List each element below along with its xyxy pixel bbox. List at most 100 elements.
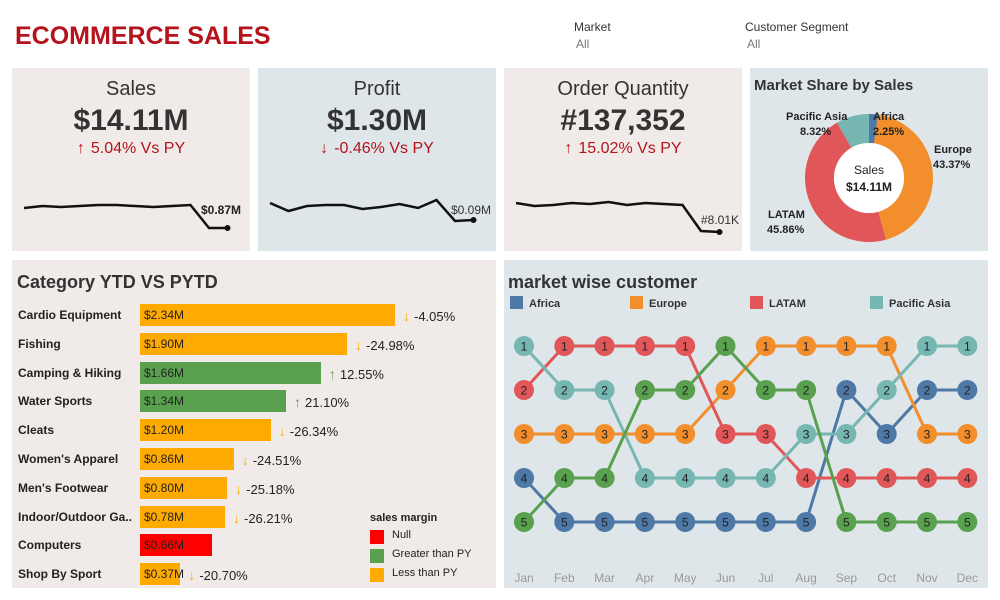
category-bar[interactable]: $1.90M bbox=[140, 332, 348, 355]
rank-label: 2 bbox=[601, 384, 608, 398]
rank-point[interactable] bbox=[594, 380, 615, 400]
rank-point[interactable] bbox=[917, 512, 937, 532]
rank-point[interactable] bbox=[917, 380, 937, 400]
rank-point[interactable] bbox=[715, 424, 736, 444]
rank-point[interactable] bbox=[796, 512, 817, 532]
rank-point[interactable] bbox=[796, 468, 817, 488]
category-bar[interactable]: $1.34M bbox=[140, 390, 287, 413]
rank-point[interactable] bbox=[836, 512, 857, 532]
rank-point[interactable] bbox=[554, 424, 575, 444]
rank-point[interactable] bbox=[554, 380, 575, 400]
rank-point[interactable] bbox=[876, 336, 897, 356]
rank-point[interactable] bbox=[755, 512, 776, 532]
category-bar[interactable]: $2.34M bbox=[140, 304, 395, 326]
category-delta: ↓ -4.05% bbox=[403, 308, 455, 324]
x-tick-label: May bbox=[674, 571, 697, 585]
rank-point[interactable] bbox=[514, 512, 534, 532]
rank-point[interactable] bbox=[594, 512, 615, 532]
x-tick-label: Aug bbox=[795, 571, 816, 585]
rank-point[interactable] bbox=[634, 336, 655, 356]
rank-point[interactable] bbox=[594, 336, 615, 356]
segment-filter-value[interactable]: All bbox=[747, 37, 761, 51]
rank-point[interactable] bbox=[957, 336, 978, 356]
rank-point[interactable] bbox=[514, 424, 534, 444]
sales-sparkline: $0.87M bbox=[23, 203, 241, 231]
rank-label: 4 bbox=[682, 472, 689, 486]
rank-point[interactable] bbox=[514, 336, 534, 356]
rank-point[interactable] bbox=[876, 468, 897, 488]
rank-point[interactable] bbox=[594, 468, 615, 488]
rank-point[interactable] bbox=[796, 380, 817, 400]
rank-point[interactable] bbox=[876, 512, 897, 532]
category-bar[interactable]: $1.66M bbox=[140, 361, 321, 384]
rank-point[interactable] bbox=[675, 468, 696, 488]
category-bar[interactable]: $0.86M bbox=[140, 448, 234, 470]
rank-point[interactable] bbox=[876, 380, 897, 400]
rank-point[interactable] bbox=[514, 380, 534, 400]
market-share-card: Market Share by Sales Sales $14.11M Afri… bbox=[750, 68, 988, 251]
rank-point[interactable] bbox=[957, 380, 978, 400]
rank-label: 3 bbox=[642, 428, 649, 442]
category-bar[interactable]: $0.78M bbox=[140, 505, 225, 528]
rank-point[interactable] bbox=[917, 424, 937, 444]
rank-point[interactable] bbox=[755, 336, 776, 356]
donut-slice-europe[interactable] bbox=[873, 114, 934, 240]
rank-point[interactable] bbox=[796, 424, 817, 444]
rank-point[interactable] bbox=[957, 512, 978, 532]
rank-point[interactable] bbox=[715, 380, 736, 400]
donut-slice-pacific-asia[interactable] bbox=[836, 114, 869, 148]
rank-point[interactable] bbox=[796, 336, 817, 356]
rank-point[interactable] bbox=[755, 424, 776, 444]
x-tick-label: Jan bbox=[514, 571, 533, 585]
rank-point[interactable] bbox=[836, 336, 857, 356]
rank-point[interactable] bbox=[715, 512, 736, 532]
rank-point[interactable] bbox=[554, 468, 575, 488]
rank-label: 1 bbox=[762, 340, 769, 354]
rank-point[interactable] bbox=[715, 336, 736, 356]
rank-point[interactable] bbox=[634, 424, 655, 444]
rank-point[interactable] bbox=[957, 424, 978, 444]
category-bar-value: $1.66M bbox=[144, 365, 185, 380]
rank-point[interactable] bbox=[836, 380, 857, 400]
rank-point[interactable] bbox=[514, 468, 534, 488]
rank-point[interactable] bbox=[755, 468, 776, 488]
rank-label: 2 bbox=[883, 384, 890, 398]
rank-point[interactable] bbox=[675, 380, 696, 400]
donut-slice-africa[interactable] bbox=[869, 114, 879, 144]
category-name: Fishing bbox=[18, 336, 61, 351]
rank-label: 1 bbox=[883, 340, 890, 354]
segment-filter[interactable]: Customer Segment All bbox=[745, 20, 848, 51]
legend-label: Europe bbox=[649, 298, 687, 310]
sales-value: $14.11M bbox=[73, 104, 189, 137]
rank-point[interactable] bbox=[594, 424, 615, 444]
rank-point[interactable] bbox=[715, 468, 736, 488]
donut-slice-latam[interactable] bbox=[804, 122, 887, 243]
rank-point[interactable] bbox=[917, 468, 937, 488]
rank-point[interactable] bbox=[755, 380, 776, 400]
rank-point[interactable] bbox=[836, 424, 857, 444]
rank-label: 5 bbox=[924, 516, 931, 530]
category-bar[interactable]: $0.66M bbox=[140, 534, 212, 557]
rank-point[interactable] bbox=[634, 468, 655, 488]
rank-point[interactable] bbox=[917, 336, 937, 356]
rank-point[interactable] bbox=[634, 512, 655, 532]
rank-point[interactable] bbox=[957, 468, 978, 488]
rank-point[interactable] bbox=[876, 424, 897, 444]
rank-point[interactable] bbox=[554, 336, 575, 356]
market-filter[interactable]: Market All bbox=[574, 20, 611, 51]
rank-point[interactable] bbox=[675, 336, 696, 356]
sales-card: Sales $14.11M ↑ 5.04% Vs PY $0.87M bbox=[12, 68, 250, 251]
category-bar-value: $2.34M bbox=[144, 308, 185, 322]
rank-label: 2 bbox=[521, 384, 528, 398]
rank-point[interactable] bbox=[675, 424, 696, 444]
market-filter-value[interactable]: All bbox=[576, 37, 590, 51]
category-bar[interactable]: $0.80M bbox=[140, 476, 228, 499]
rank-point[interactable] bbox=[836, 468, 857, 488]
rank-point[interactable] bbox=[634, 380, 655, 400]
rank-label: 5 bbox=[843, 516, 850, 530]
rank-point[interactable] bbox=[675, 512, 696, 532]
category-bar[interactable]: $0.37M bbox=[140, 563, 184, 586]
legend-pacific-asia: Pacific Asia bbox=[870, 296, 950, 310]
rank-point[interactable] bbox=[554, 512, 575, 532]
category-bar[interactable]: $1.20M bbox=[140, 419, 271, 442]
